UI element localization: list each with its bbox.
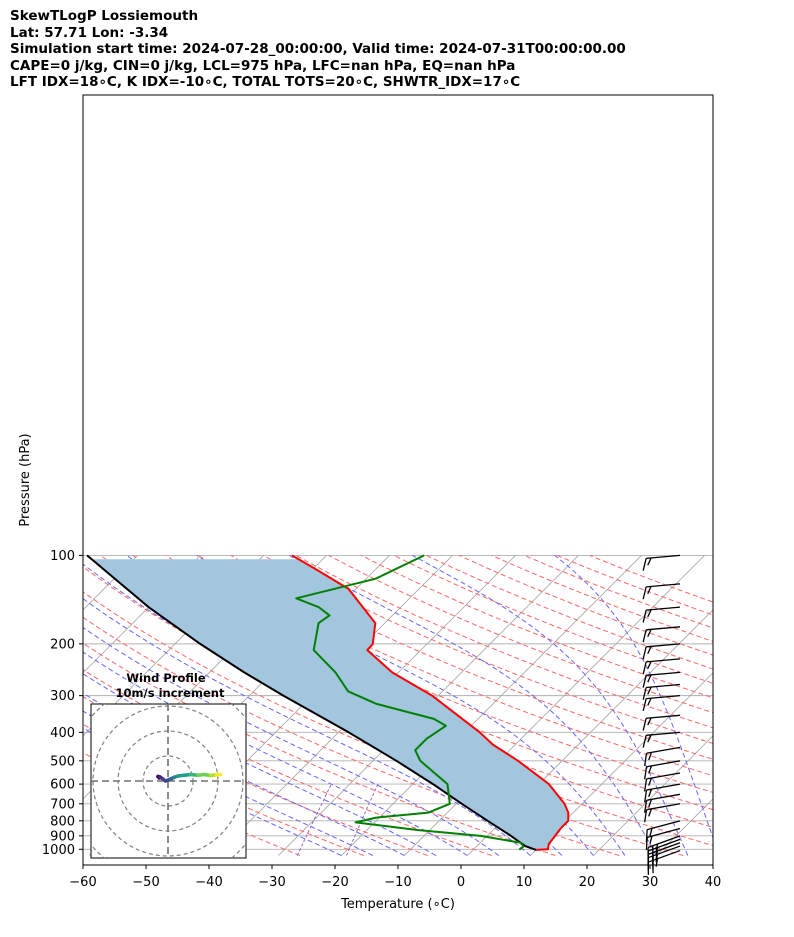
dry-adiabat-line xyxy=(328,554,713,714)
wind-barb xyxy=(644,746,681,766)
x-tick-label: −50 xyxy=(132,875,159,890)
moist-adiabat-line xyxy=(83,710,374,856)
hodograph-inset: Wind Profile 10m/s increment xyxy=(90,671,247,859)
wind-barb xyxy=(644,783,681,803)
wind-barb xyxy=(642,554,681,571)
x-tick-label: 20 xyxy=(579,875,596,890)
wind-barb xyxy=(644,760,681,780)
y-tick-label: 500 xyxy=(50,754,75,769)
y-tick-label: 1000 xyxy=(42,843,75,858)
y-tick-label: 400 xyxy=(50,726,75,741)
hodograph-subtitle: 10m/s increment xyxy=(116,686,225,700)
moist-adiabat-line xyxy=(412,554,689,856)
wind-barb xyxy=(642,694,681,712)
moist-adiabat-line xyxy=(83,673,437,856)
chart-title: SkewTLogP Lossiemouth xyxy=(10,8,199,24)
dry-adiabat-line xyxy=(165,554,713,793)
dry-adiabat-line xyxy=(198,554,713,777)
wind-barb xyxy=(644,793,681,813)
x-tick-label: −20 xyxy=(321,875,348,890)
x-tick-label: 40 xyxy=(705,875,722,890)
dry-adiabat-line xyxy=(83,669,492,856)
wind-barb xyxy=(642,583,681,600)
wind-barb xyxy=(642,626,681,643)
wind-barb xyxy=(647,835,681,861)
temperature-profile-line xyxy=(291,554,570,851)
time-line: Simulation start time: 2024-07-28_00:00:… xyxy=(10,41,626,58)
wind-barb xyxy=(642,683,681,700)
moist-adiabat-line xyxy=(83,727,342,856)
cape-fill-layer xyxy=(91,559,569,850)
dry-adiabat-line xyxy=(393,554,713,684)
wind-barb xyxy=(642,731,681,748)
y-axis-label: Pressure (hPa) xyxy=(18,433,33,526)
moist-adiabat-line xyxy=(83,598,531,856)
moist-adiabat-line xyxy=(126,554,594,856)
y-tick-label: 700 xyxy=(50,797,75,812)
isotherm-line xyxy=(593,735,713,856)
x-tick-label: −30 xyxy=(258,875,285,890)
wind-barb xyxy=(644,772,681,792)
wind-barb xyxy=(642,643,681,660)
dry-adiabat-line xyxy=(83,642,556,856)
wind-barb xyxy=(644,803,681,823)
moist-adiabat-line xyxy=(196,554,626,856)
x-tick-label: 10 xyxy=(516,875,533,890)
cin-cape-fill xyxy=(91,559,569,850)
dry-adiabat-line xyxy=(263,554,713,744)
x-tick-label: −10 xyxy=(384,875,411,890)
isotherm-line xyxy=(530,672,713,856)
moist-adiabat-line xyxy=(83,626,500,856)
profile-layer xyxy=(86,554,570,851)
dewpoint-profile-line xyxy=(295,554,525,851)
x-tick-label: −40 xyxy=(195,875,222,890)
moist-adiabat-line xyxy=(289,554,657,856)
wind-barb xyxy=(642,714,681,731)
isotherm-line xyxy=(341,555,642,856)
location-line: Lat: 57.71 Lon: -3.34 xyxy=(10,24,169,41)
x-tick-label: 0 xyxy=(457,875,465,890)
isotherm-line xyxy=(656,798,713,856)
chart-header: SkewTLogP Lossiemouth Lat: 57.71 Lon: -3… xyxy=(10,8,626,91)
hodograph-title: Wind Profile xyxy=(126,671,206,685)
isotherm-line xyxy=(782,555,794,855)
wind-barb xyxy=(642,671,681,688)
indices-line-2: LFT IDX=18∘C, K IDX=-10∘C, TOTAL TOTS=20… xyxy=(10,74,521,91)
dry-adiabat-line xyxy=(556,554,713,616)
y-tick-label: 800 xyxy=(50,814,75,829)
isotherm-line xyxy=(719,555,794,855)
moist-adiabat-line xyxy=(83,651,468,856)
wind-barb xyxy=(645,820,681,843)
wind-barb xyxy=(642,658,681,675)
parcel-profile-line xyxy=(86,554,537,851)
y-tick-label: 100 xyxy=(50,549,75,564)
isotherm-line xyxy=(404,555,705,856)
x-axis: −60 −50 −40 −30 −20 −10 0 10 20 30 40 xyxy=(69,865,721,890)
y-tick-label: 600 xyxy=(50,778,75,793)
wind-barb xyxy=(642,606,681,623)
hodograph-plot xyxy=(91,704,246,858)
moist-adiabat-line xyxy=(554,555,713,840)
indices-line-1: CAPE=0 j/kg, CIN=0 j/kg, LCL=975 hPa, LF… xyxy=(10,57,516,74)
x-axis-label: Temperature (∘C) xyxy=(340,897,455,912)
x-tick-label: −60 xyxy=(69,875,96,890)
isotherm-line xyxy=(0,555,12,855)
y-tick-label: 200 xyxy=(50,637,75,652)
y-tick-label: 900 xyxy=(50,829,75,844)
isotherm-line xyxy=(83,555,138,611)
wind-barb-layer xyxy=(642,554,681,875)
mixing-ratio-line xyxy=(296,783,332,856)
mixing-ratio-line xyxy=(346,783,379,856)
x-tick-label: 30 xyxy=(642,875,659,890)
y-tick-label: 300 xyxy=(50,689,75,704)
